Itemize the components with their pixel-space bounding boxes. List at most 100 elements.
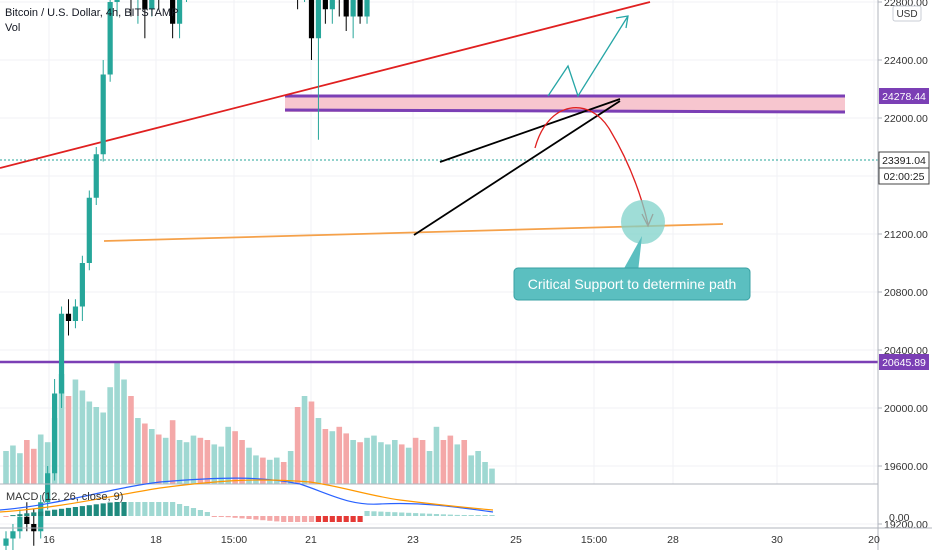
macd-histogram-bar <box>371 511 377 516</box>
macd-histogram-bar <box>10 515 16 517</box>
volume-bar <box>308 401 315 484</box>
volume-bar <box>433 426 440 484</box>
macd-histogram-bar <box>288 516 294 522</box>
volume-bar <box>100 412 106 484</box>
candle-body <box>170 0 176 24</box>
y-tick-label: 20800.00 <box>884 287 928 299</box>
macd-histogram-bar <box>31 512 37 516</box>
volume-bar <box>37 434 44 484</box>
x-tick-label: 16 <box>43 534 55 546</box>
price-badge-resistance: 24278.44 <box>879 88 929 104</box>
volume-bar <box>149 429 155 484</box>
callout-pointer <box>622 236 642 272</box>
candle-body <box>10 531 16 539</box>
macd-histogram-bar <box>24 513 30 516</box>
candle-body <box>315 0 322 39</box>
macd-histogram-bar <box>100 503 106 516</box>
macd-histogram-bar <box>385 511 391 516</box>
price-badge-last: 23391.04 <box>878 151 930 169</box>
macd-histogram-bar <box>364 511 370 516</box>
macd-histogram-bar <box>114 502 120 516</box>
macd-histogram-bar <box>183 506 190 516</box>
currency-button[interactable]: USD <box>892 5 922 22</box>
volume-bar <box>315 418 322 484</box>
volume-bar <box>392 440 398 484</box>
macd-histogram <box>3 502 495 522</box>
x-tick-label: 30 <box>771 534 783 546</box>
volume-bar <box>260 457 266 484</box>
wedge-upper-line <box>439 98 621 163</box>
macd-label: MACD (12, 26, close, 9) <box>6 491 123 503</box>
macd-histogram-bar <box>170 502 176 516</box>
volume-bar <box>398 444 405 484</box>
macd-histogram-bar <box>253 516 259 520</box>
volume-bar <box>135 418 141 484</box>
volume-bar <box>336 426 343 484</box>
candle-body <box>343 0 349 17</box>
macd-histogram-bar <box>301 516 308 522</box>
macd-histogram-bar <box>225 516 231 518</box>
macd-histogram-bar <box>399 512 405 516</box>
candle-body <box>357 0 363 17</box>
volume-bar <box>419 440 426 484</box>
volume-bar <box>204 440 211 484</box>
svg-text:23391.04: 23391.04 <box>882 155 926 167</box>
x-tick-label: 28 <box>667 534 679 546</box>
volume-bar <box>169 420 176 484</box>
macd-histogram-bar <box>86 505 92 516</box>
volume-bar <box>232 431 238 484</box>
bullish-arrow-head <box>615 15 629 29</box>
volume-bar <box>142 423 148 484</box>
macd-histogram-bar <box>149 502 155 516</box>
candle-body <box>329 0 335 10</box>
rising-resistance-trendline <box>0 1 651 169</box>
macd-histogram-bar <box>121 502 127 516</box>
macd-histogram-bar <box>246 516 252 519</box>
macd-histogram-bar <box>322 516 328 522</box>
callout-text: Critical Support to determine path <box>528 276 737 292</box>
macd-histogram-bar <box>336 516 342 522</box>
volume-bar <box>128 396 134 484</box>
support-highlight-circle <box>621 200 665 244</box>
macd-histogram-bar <box>197 510 203 516</box>
macd-histogram-bar <box>65 507 72 516</box>
macd-histogram-bar <box>142 502 148 516</box>
volume-bar <box>17 453 23 484</box>
macd-histogram-bar <box>107 502 113 516</box>
macd-histogram-bar <box>281 516 287 522</box>
candle-body <box>149 0 155 10</box>
macd-histogram-bar <box>295 516 301 522</box>
macd-histogram-bar <box>274 516 280 522</box>
candle-body <box>142 0 148 10</box>
bearish-path-arrow <box>534 107 649 225</box>
macd-histogram-bar <box>260 516 266 521</box>
volume-bar <box>350 440 356 484</box>
volume-bar <box>412 437 419 484</box>
x-tick-label: 15:00 <box>581 534 607 546</box>
candle-body <box>65 313 72 321</box>
x-tick-label: 21 <box>305 534 317 546</box>
candlesticks <box>3 0 370 550</box>
macd-histogram-bar <box>482 515 488 516</box>
macd-histogram-bar <box>447 514 453 516</box>
svg-text:20645.89: 20645.89 <box>882 357 926 369</box>
macd-histogram-bar <box>357 516 363 522</box>
volume-bar <box>468 455 474 484</box>
volume-bar <box>155 434 162 484</box>
svg-text:24278.44: 24278.44 <box>882 91 926 103</box>
volume-bar <box>378 442 384 484</box>
volume-bar <box>239 440 245 484</box>
candle-body <box>45 473 51 503</box>
macd-histogram-bar <box>204 512 210 516</box>
volume-bar <box>218 446 225 484</box>
svg-text:USD: USD <box>896 9 917 20</box>
candle-body <box>322 0 328 10</box>
macd-histogram-bar <box>176 504 183 516</box>
y-tick-label: 20000.00 <box>884 403 928 415</box>
macd-histogram-bar <box>489 515 495 516</box>
macd-histogram-bar <box>454 514 460 516</box>
macd-histogram-bar <box>58 508 65 516</box>
volume-bar <box>322 429 329 484</box>
volume-bar <box>44 442 51 484</box>
